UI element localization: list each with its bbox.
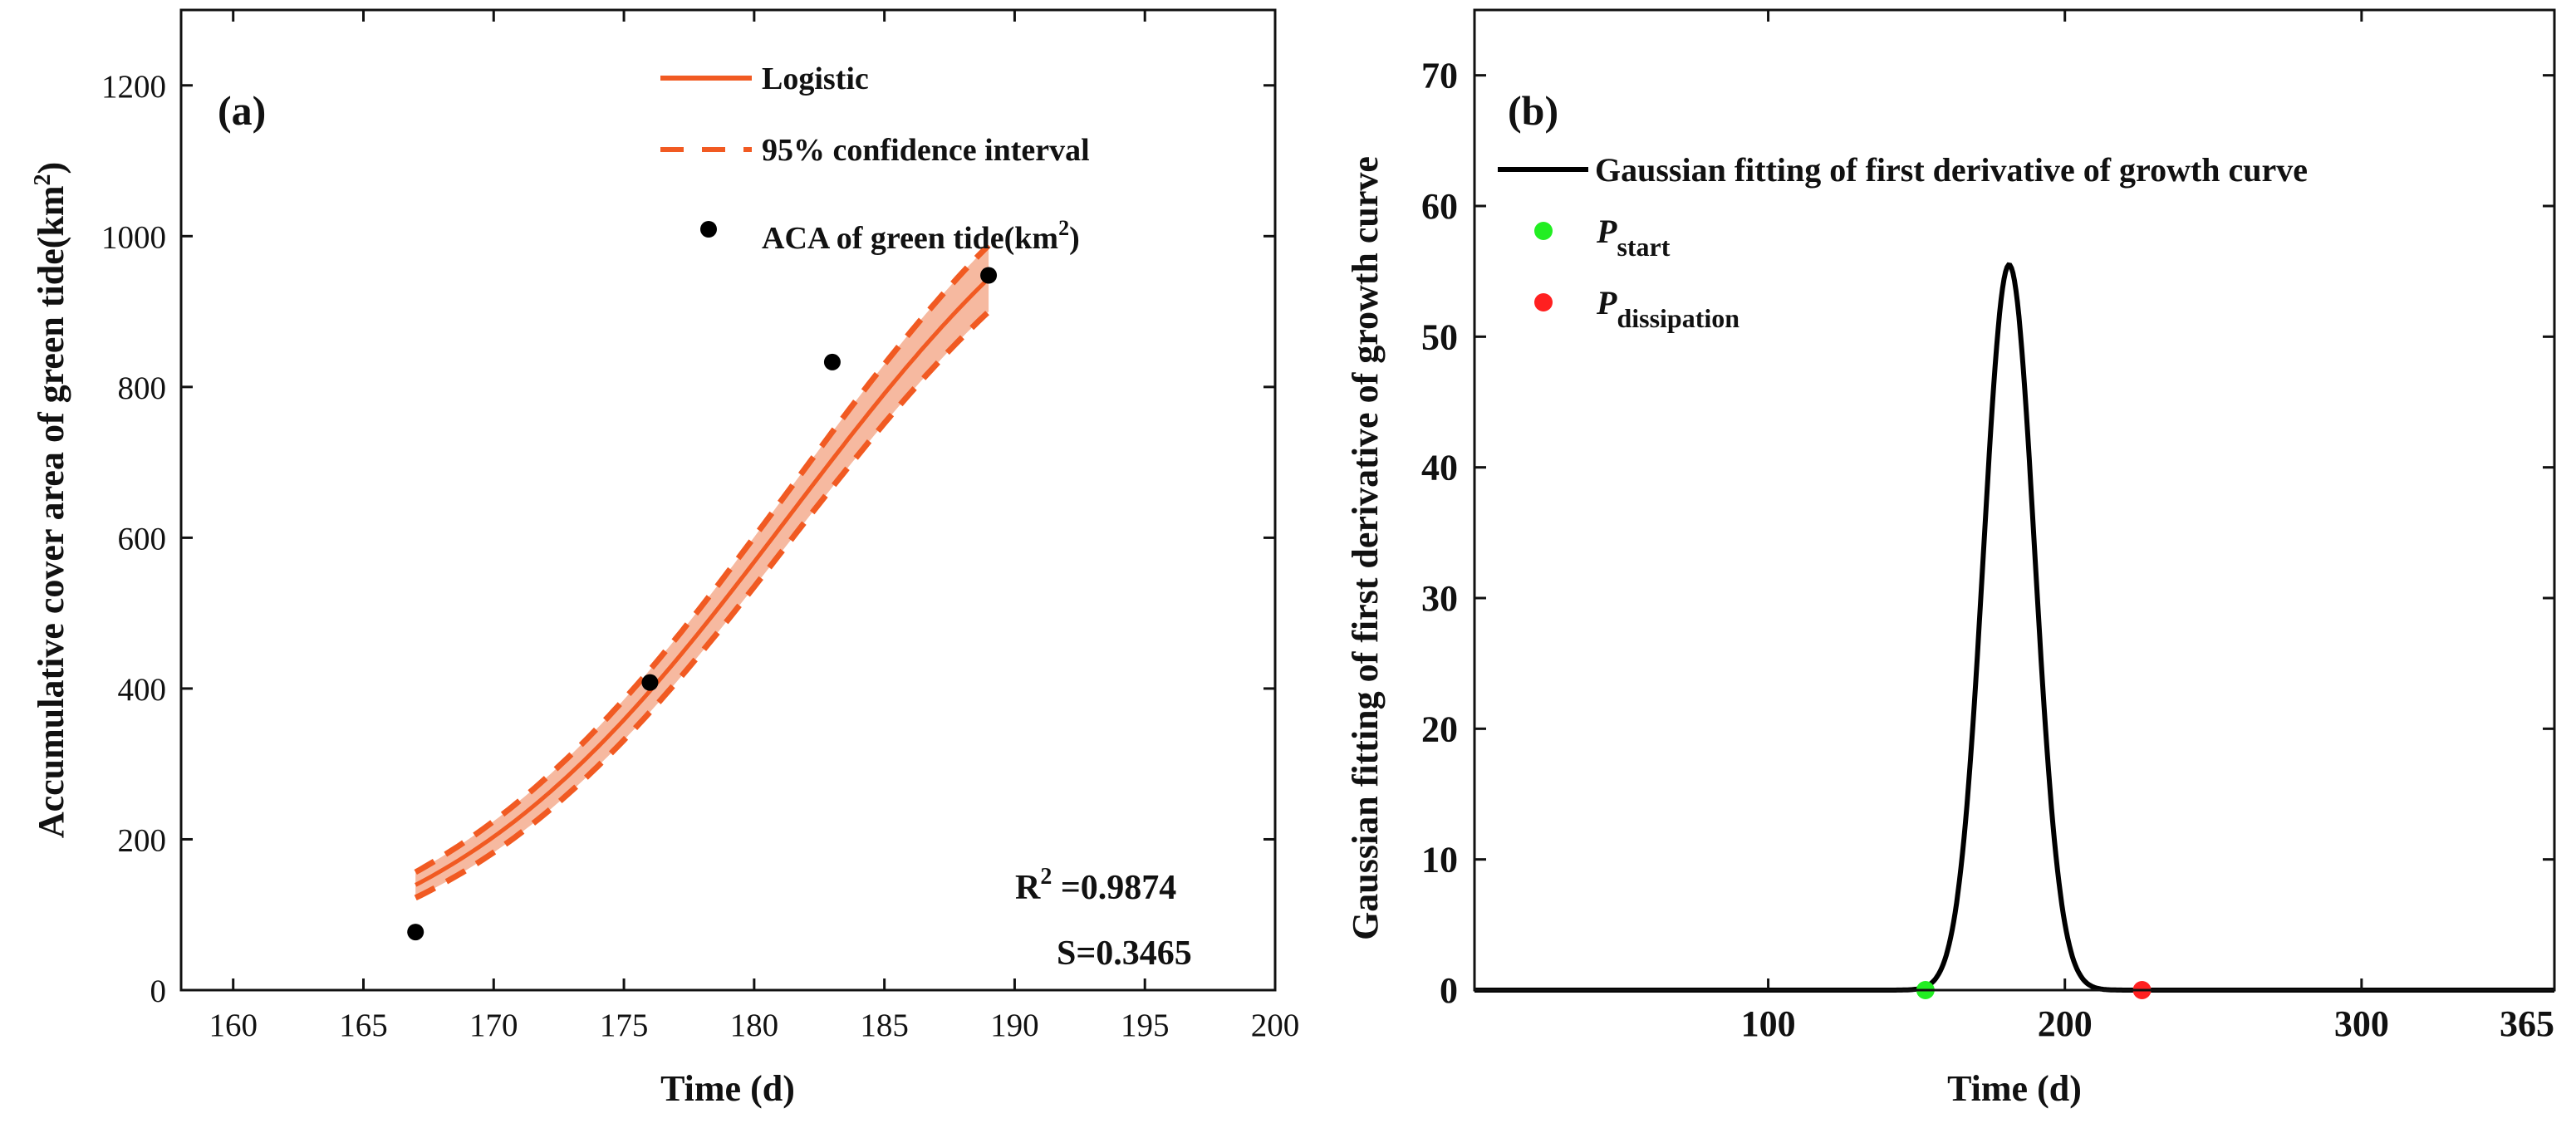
panel-a-x-tick-label: 190 — [990, 1008, 1039, 1043]
panel-a-x-tick-label: 180 — [730, 1008, 779, 1043]
panel-b-y-tick-label: 20 — [1421, 709, 1458, 749]
legend-dissipation-marker — [1534, 293, 1553, 311]
gaussian-curve — [1474, 262, 2554, 993]
panel-a-y-tick-label: 0 — [150, 974, 167, 1009]
legend-logistic-label: Logistic — [762, 61, 869, 96]
panel-b-y-tick-label: 40 — [1421, 448, 1458, 488]
legend-points-label: ACA of green tide(km2) — [762, 216, 1080, 256]
panel-a-x-tick-label: 185 — [860, 1008, 909, 1043]
panel-a-confidence-band — [415, 245, 989, 898]
panel-a-y-tick-label: 200 — [118, 822, 167, 858]
panel-a-y-tick-label: 400 — [118, 672, 167, 708]
panel-a-data-point — [823, 353, 841, 370]
panel-b-chart: 100 200 300 365 0 10 20 30 40 50 60 70 (b) Gaussian… — [1345, 8, 2556, 1109]
panel-b-axes-box — [1473, 8, 2556, 992]
panel-a-x-tick-label: 200 — [1251, 1008, 1300, 1043]
legend-points-marker — [700, 221, 717, 238]
legend-gaussian-label: Gaussian fitting of first derivative of … — [1595, 151, 2308, 189]
panel-a-y-tick-label: 1200 — [101, 69, 166, 105]
legend-dissipation-label: Pdissipation — [1596, 284, 1739, 333]
panel-a-data-point — [980, 267, 998, 284]
panel-b-y-tick-label: 10 — [1421, 840, 1458, 880]
panel-b-y-tick-label: 30 — [1421, 578, 1458, 619]
panel-a-data-point — [407, 924, 424, 941]
s-value-text: S=0.3465 — [1057, 934, 1192, 973]
panel-a-y-tick-label: 800 — [118, 370, 167, 406]
panel-a-data-point — [641, 674, 659, 691]
panel-a-y-tick-label: 600 — [118, 521, 167, 557]
panel-b-x-tick-label: 200 — [2038, 1003, 2093, 1044]
panel-a-ci-lower-line — [414, 309, 991, 900]
panel-b-label: (b) — [1508, 87, 1558, 134]
panel-a-x-tick-label: 165 — [339, 1008, 388, 1043]
panel-b-y-tick-label: 0 — [1440, 970, 1458, 1011]
panel-a-y-axis-title: Accumulative cover area of green tide(km… — [30, 162, 71, 838]
panel-a-y-tick-label: 1000 — [101, 219, 166, 255]
panel-b-x-tick-label: 300 — [2334, 1003, 2389, 1044]
panel-a-x-tick-label: 175 — [600, 1008, 649, 1043]
legend-ci-label: 95% confidence interval — [762, 133, 1090, 168]
panel-a-chart: 160 165 170 175 180 185 190 195 200 0 200 400 600 800… — [30, 8, 1300, 1109]
panel-b-y-tick-label: 60 — [1421, 186, 1458, 227]
panel-a-label: (a) — [218, 87, 266, 134]
panel-b-x-tick-label: 365 — [2500, 1003, 2554, 1044]
panel-a-x-tick-label: 195 — [1121, 1008, 1170, 1043]
panel-a-x-tick-label: 170 — [469, 1008, 518, 1043]
panel-b-y-tick-label: 50 — [1421, 316, 1458, 357]
legend-start-label: Pstart — [1596, 213, 1671, 262]
panel-b-y-tick-label: 70 — [1421, 56, 1458, 96]
r-squared-text: R2 =0.9874 — [1015, 864, 1176, 907]
panel-a-axes-box — [179, 8, 1277, 992]
panel-a-logistic-line — [415, 277, 990, 887]
panel-b-x-axis-title: Time (d) — [1947, 1068, 2082, 1109]
panel-b-y-axis-title: Gaussian fitting of first derivative of … — [1345, 156, 1386, 940]
panel-a-x-axis-title: Time (d) — [660, 1068, 795, 1109]
panel-a-ci-upper-line — [414, 243, 991, 875]
panel-b-x-tick-label: 100 — [1741, 1003, 1796, 1044]
legend-start-marker — [1534, 222, 1553, 240]
panel-a-x-tick-label: 160 — [209, 1008, 258, 1043]
